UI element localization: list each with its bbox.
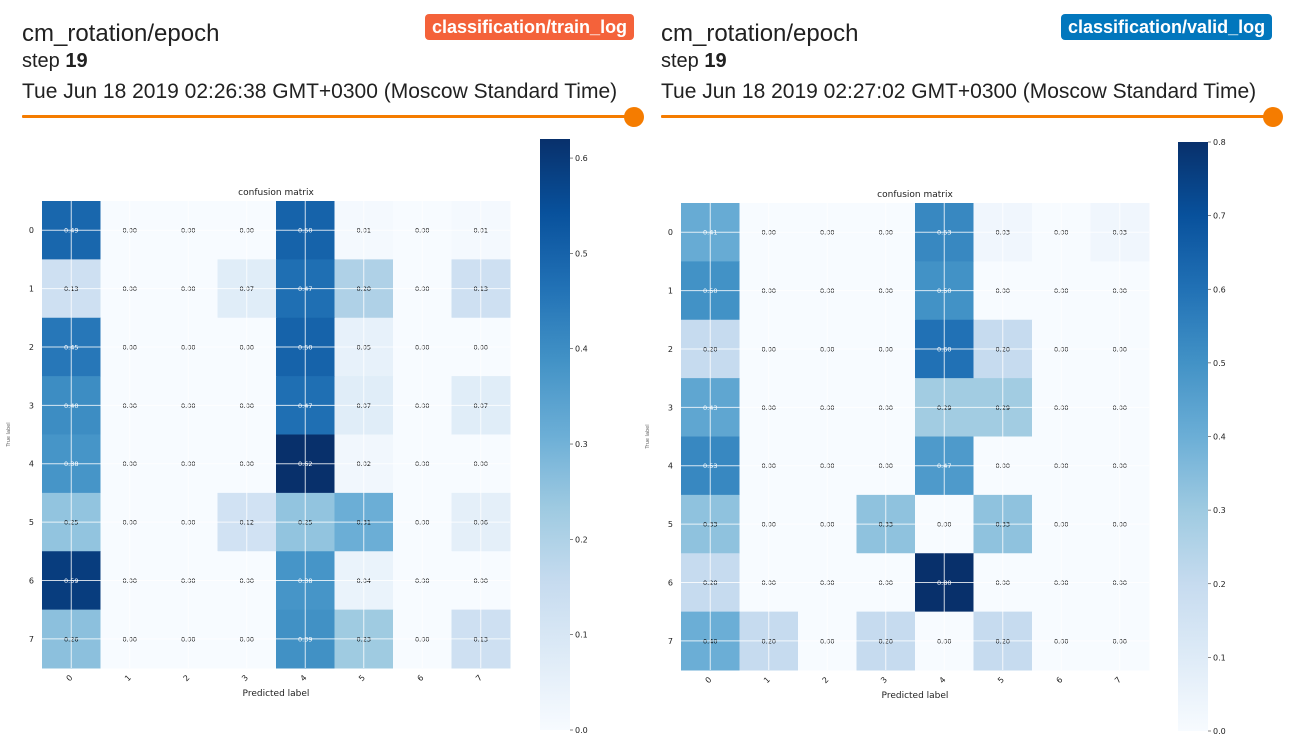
x-axis-label: Predicted label — [243, 689, 310, 699]
x-tick-label: 6 — [415, 673, 425, 683]
step-label: step — [22, 50, 60, 72]
chart-title: confusion matrix — [238, 188, 314, 198]
run-tag-valid: classification/valid_log — [1061, 14, 1273, 40]
y-tick-label: 4 — [668, 462, 673, 471]
y-tick-label: 2 — [29, 343, 34, 352]
x-tick-label: 4 — [298, 673, 308, 683]
colorbar-tick-label: 0.1 — [575, 631, 588, 640]
colorbar-tick-label: 0.0 — [1213, 727, 1226, 736]
colorbar-tick-label: 0.3 — [575, 440, 588, 449]
y-tick-label: 7 — [29, 635, 34, 644]
y-tick-label: 7 — [668, 637, 673, 646]
colorbar-tick-label: 0.5 — [1213, 359, 1226, 368]
x-tick-label: 1 — [123, 673, 133, 683]
x-tick-label: 7 — [474, 673, 484, 683]
timestamp: Tue Jun 18 2019 02:27:02 GMT+0300 (Mosco… — [661, 80, 1257, 103]
x-tick-label: 3 — [879, 675, 889, 685]
y-tick-label: 6 — [668, 578, 673, 587]
colorbar-tick-label: 0.0 — [575, 726, 588, 735]
confusion-matrix-image: 0.410.000.000.000.530.030.000.030.500.00… — [645, 138, 1226, 736]
step-value: 19 — [65, 50, 88, 72]
y-axis-label: True label — [6, 422, 12, 447]
step-slider-track[interactable] — [22, 115, 634, 118]
step-slider-thumb[interactable] — [1263, 107, 1283, 127]
colorbar — [1178, 142, 1208, 731]
colorbar-tick-label: 0.7 — [1213, 212, 1226, 221]
colorbar-tick-label: 0.2 — [1213, 580, 1226, 589]
step-slider-thumb[interactable] — [624, 107, 644, 127]
x-axis-label: Predicted label — [882, 691, 949, 701]
x-tick-label: 3 — [240, 673, 250, 683]
colorbar-tick-label: 0.3 — [1213, 506, 1226, 515]
colorbar-tick-label: 0.6 — [575, 154, 588, 163]
image-card-valid: cm_rotation/epoch classification/valid_l… — [639, 0, 1283, 754]
colorbar-tick-label: 0.8 — [1213, 138, 1226, 147]
colorbar-tick-label: 0.1 — [1213, 653, 1226, 662]
colorbar — [540, 139, 570, 730]
x-tick-label: 6 — [1054, 675, 1064, 685]
y-axis-label: True label — [645, 424, 651, 449]
card-title: cm_rotation/epoch — [661, 20, 859, 47]
colorbar-tick-label: 0.6 — [1213, 285, 1226, 294]
chart-title: confusion matrix — [877, 190, 953, 200]
x-tick-label: 1 — [762, 675, 772, 685]
colorbar-tick-label: 0.2 — [575, 535, 588, 544]
x-tick-label: 0 — [64, 673, 74, 683]
x-tick-label: 0 — [703, 675, 713, 685]
y-tick-label: 1 — [668, 287, 673, 296]
y-tick-label: 2 — [668, 345, 673, 354]
y-tick-label: 5 — [29, 518, 34, 527]
x-tick-label: 2 — [181, 673, 191, 683]
y-tick-label: 3 — [668, 403, 673, 412]
step-value: 19 — [704, 50, 727, 72]
colorbar-tick-label: 0.4 — [575, 345, 588, 354]
y-tick-label: 1 — [29, 285, 34, 294]
y-tick-label: 3 — [29, 401, 34, 410]
step-indicator: step 19 — [22, 50, 88, 73]
step-indicator: step 19 — [661, 50, 727, 73]
confusion-matrix-image: 0.490.000.000.000.500.010.000.010.130.00… — [6, 139, 588, 735]
x-tick-label: 5 — [996, 675, 1006, 685]
colorbar-tick-label: 0.5 — [575, 249, 588, 258]
card-title: cm_rotation/epoch — [22, 20, 220, 47]
step-label: step — [661, 50, 699, 72]
run-tag-train: classification/train_log — [425, 14, 635, 40]
colorbar-tick-label: 0.4 — [1213, 433, 1226, 442]
x-tick-label: 7 — [1113, 675, 1123, 685]
y-tick-label: 5 — [668, 520, 673, 529]
timestamp: Tue Jun 18 2019 02:26:38 GMT+0300 (Mosco… — [22, 80, 618, 103]
y-tick-label: 0 — [29, 226, 34, 235]
y-tick-label: 4 — [29, 460, 34, 469]
x-tick-label: 2 — [820, 675, 830, 685]
y-tick-label: 0 — [668, 228, 673, 237]
y-tick-label: 6 — [29, 576, 34, 585]
image-card-train: cm_rotation/epoch classification/train_l… — [0, 0, 644, 754]
step-slider-track[interactable] — [661, 115, 1273, 118]
x-tick-label: 5 — [357, 673, 367, 683]
x-tick-label: 4 — [937, 675, 947, 685]
